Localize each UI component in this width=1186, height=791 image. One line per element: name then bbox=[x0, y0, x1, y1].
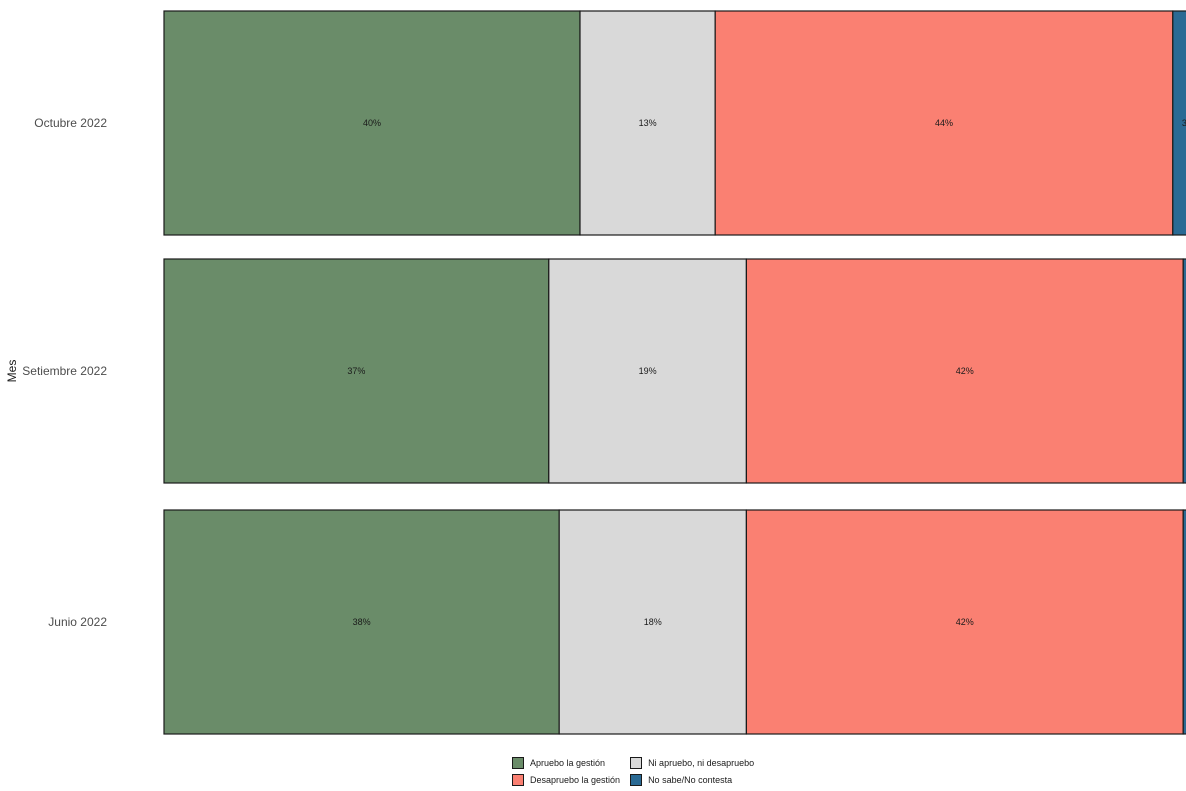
legend-label-desapruebo: Desapruebo la gestión bbox=[530, 775, 621, 785]
legend: Apruebo la gestión Ni apruebo, ni desapr… bbox=[512, 757, 754, 786]
legend-item-desapruebo: Desapruebo la gestión bbox=[512, 774, 620, 786]
data-label: 40% bbox=[363, 118, 381, 128]
legend-item-apruebo: Apruebo la gestión bbox=[512, 757, 620, 769]
category-label: Octubre 2022 bbox=[34, 116, 107, 130]
legend-label-ni-apruebo: Ni apruebo, ni desapruebo bbox=[648, 758, 755, 768]
bar-segment bbox=[1172, 10, 1186, 236]
data-label: 38% bbox=[353, 617, 371, 627]
y-axis-title: Mes bbox=[5, 360, 19, 383]
bar-segment bbox=[579, 10, 716, 236]
legend-label-no-sabe: No sabe/No contesta bbox=[648, 775, 733, 785]
legend-key-desapruebo bbox=[512, 774, 524, 786]
bar-segment bbox=[714, 10, 1174, 236]
bar-segment bbox=[558, 509, 748, 735]
legend-key-ni-apruebo bbox=[630, 757, 643, 769]
bar-segment bbox=[163, 509, 560, 735]
data-label: 44% bbox=[935, 118, 953, 128]
bar-segment bbox=[163, 258, 550, 484]
data-label: 37% bbox=[347, 366, 365, 376]
legend-item-no-sabe: No sabe/No contesta bbox=[630, 774, 754, 786]
data-label: 13% bbox=[639, 118, 657, 128]
bar-segment bbox=[1182, 509, 1186, 735]
category-label: Setiembre 2022 bbox=[22, 364, 107, 378]
legend-key-no-sabe bbox=[630, 774, 643, 786]
data-label: 19% bbox=[639, 366, 657, 376]
legend-key-apruebo bbox=[512, 757, 524, 769]
data-label: 42% bbox=[956, 617, 974, 627]
bar-segment bbox=[163, 10, 581, 236]
category-label: Junio 2022 bbox=[48, 615, 107, 629]
data-label: 42% bbox=[956, 366, 974, 376]
legend-label-apruebo: Apruebo la gestión bbox=[530, 758, 606, 768]
legend-item-ni-apruebo: Ni apruebo, ni desapruebo bbox=[630, 757, 754, 769]
data-label: 18% bbox=[644, 617, 662, 627]
data-label: 3% bbox=[1182, 118, 1186, 128]
bar-segment bbox=[1182, 258, 1186, 484]
bar-segment bbox=[745, 509, 1184, 735]
bar-segment bbox=[745, 258, 1184, 484]
bars-group: 40%13%44%3%37%19%42%2%38%18%42%2% bbox=[163, 10, 1186, 735]
